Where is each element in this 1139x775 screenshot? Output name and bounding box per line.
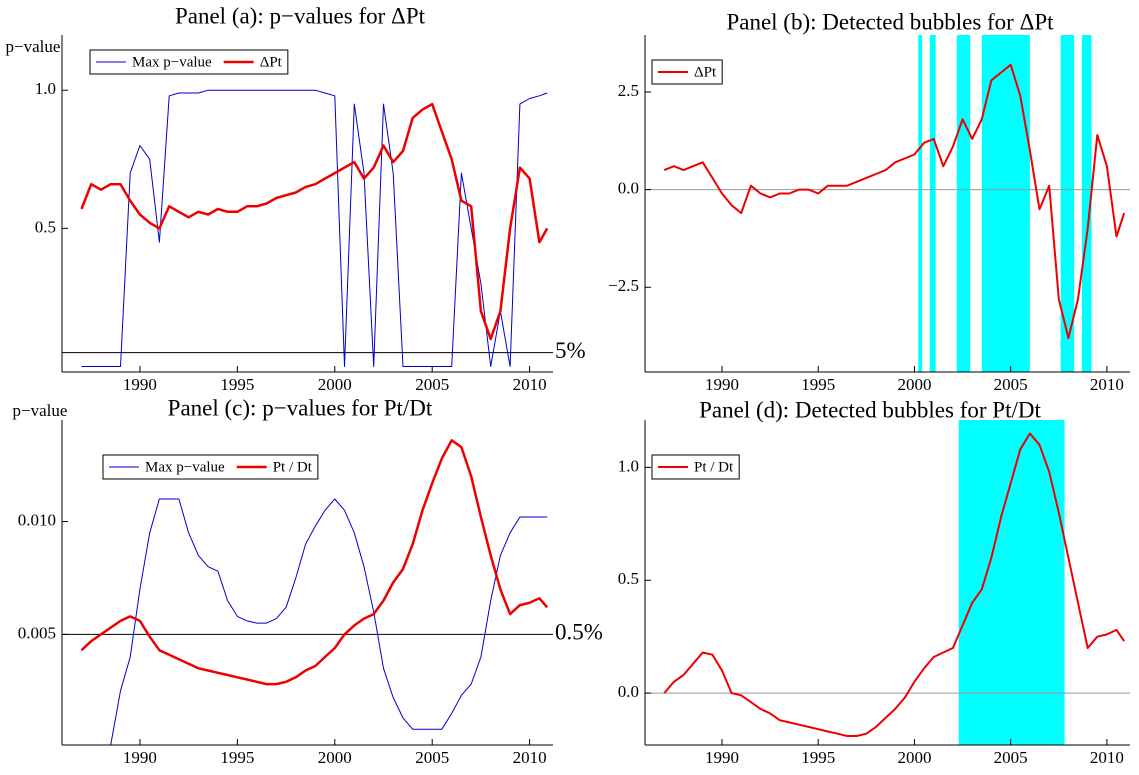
chart-title: Panel (c): p−values for Pt/Dt — [168, 395, 433, 420]
bubble-region — [918, 35, 923, 372]
y-tick-label: 1.0 — [35, 79, 56, 98]
chart-title: Panel (a): p−values for ΔPt — [175, 3, 426, 28]
legend: Max p−value ΔPt — [89, 49, 289, 75]
x-tick-label: 2000 — [318, 375, 352, 394]
legend-box — [651, 454, 740, 480]
legend: Max p−value Pt / Dt — [102, 454, 319, 480]
chart-title: Panel (d): Detected bubbles for Pt/Dt — [699, 397, 1041, 422]
x-tick-label: 2010 — [1090, 375, 1124, 394]
x-tick-label: 2005 — [415, 748, 449, 767]
series-line — [81, 498, 548, 745]
legend-label: ΔPt — [260, 54, 283, 70]
series-line — [81, 89, 548, 367]
y-tick-label: 0.005 — [18, 623, 56, 642]
legend: ΔPt — [651, 59, 723, 85]
series-line — [663, 63, 1126, 339]
x-tick-label: 1990 — [705, 748, 739, 767]
reference-label: 0.5% — [555, 620, 603, 645]
y-tick-label: 0.0 — [618, 682, 639, 701]
chart-title: Panel (b): Detected bubbles for ΔPt — [726, 9, 1054, 34]
legend-label: Pt / Dt — [694, 459, 734, 475]
x-tick-label: 1990 — [705, 375, 739, 394]
x-tick-label: 1990 — [123, 748, 157, 767]
bubble-region — [1060, 35, 1075, 372]
bubble-region — [929, 35, 936, 372]
series-line — [80, 102, 549, 341]
reference-label: 5% — [555, 338, 586, 363]
series-line — [80, 439, 549, 686]
legend-label: Max p−value — [145, 459, 225, 475]
x-tick-label: 1995 — [801, 748, 835, 767]
legend: Pt / Dt — [651, 454, 740, 480]
x-tick-label: 2005 — [994, 748, 1028, 767]
x-tick-label: 2010 — [1090, 748, 1124, 767]
y-axis-label: p−value — [13, 401, 68, 420]
bubble-region — [958, 420, 1065, 745]
x-tick-label: 1995 — [801, 375, 835, 394]
series-line — [663, 432, 1126, 737]
x-tick-label: 2010 — [513, 375, 547, 394]
y-axis-label: p−value — [6, 37, 61, 56]
bubble-region — [956, 35, 971, 372]
x-tick-label: 2010 — [513, 748, 547, 767]
legend-label: Max p−value — [132, 54, 212, 70]
x-tick-label: 2000 — [897, 375, 931, 394]
x-tick-label: 2005 — [415, 375, 449, 394]
bubble-region — [981, 35, 1030, 372]
bubble-region — [1081, 35, 1092, 372]
legend-label: ΔPt — [694, 64, 717, 80]
y-tick-label: 0.5 — [35, 217, 56, 236]
x-tick-label: 1995 — [220, 375, 254, 394]
legend-box — [89, 49, 289, 75]
y-tick-label: −2.5 — [608, 276, 639, 295]
legend-label: Pt / Dt — [273, 459, 313, 475]
y-tick-label: 0.5 — [618, 569, 639, 588]
y-tick-label: 1.0 — [618, 456, 639, 475]
y-tick-label: 0.0 — [618, 179, 639, 198]
x-tick-label: 1990 — [123, 375, 157, 394]
x-tick-label: 2000 — [897, 748, 931, 767]
y-tick-label: 2.5 — [618, 81, 639, 100]
x-tick-label: 2000 — [318, 748, 352, 767]
x-tick-label: 2005 — [994, 375, 1028, 394]
y-tick-label: 0.010 — [18, 510, 56, 529]
x-tick-label: 1995 — [220, 748, 254, 767]
